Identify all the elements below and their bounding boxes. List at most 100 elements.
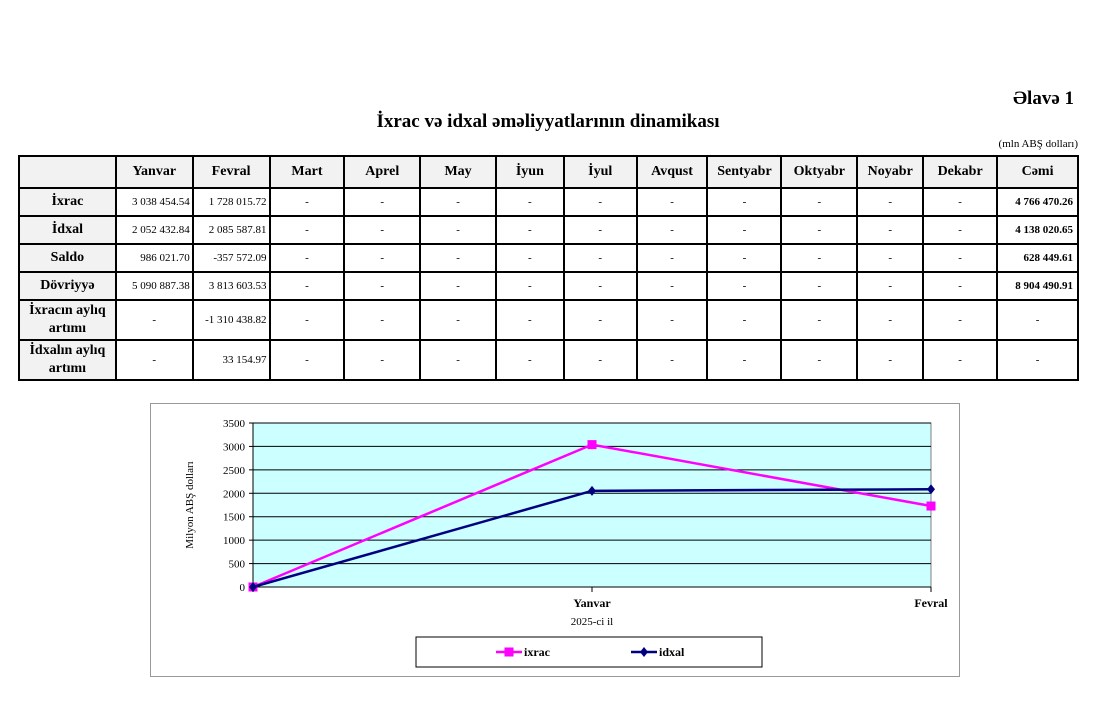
table-cell: 5 090 887.38 — [114, 271, 194, 301]
x-axis-title: 2025-ci il — [571, 616, 613, 628]
table-cell: - — [922, 215, 999, 245]
table-cell: - — [494, 271, 565, 301]
table-cell: 2 052 432.84 — [114, 215, 194, 245]
table-row: İdxalın aylıq artımı -33 154.97- - - - - - - - - -… — [18, 339, 1079, 381]
legend-marker-idxal — [640, 647, 648, 657]
table-cell: - — [922, 299, 999, 341]
table-cell: - — [343, 271, 422, 301]
table-row: İxrac 3 038 454.54 1 728 015.72- - - - - - - - - -4… — [18, 187, 1079, 217]
row-label: İdxal — [18, 215, 117, 245]
column-header: Fevral — [191, 155, 271, 189]
x-tick-label: Yanvar — [573, 596, 611, 610]
table-cell: - — [419, 271, 497, 301]
table-row: İdxal 2 052 432.84 2 085 587.81- - - - - - - - - -4… — [18, 215, 1079, 245]
y-tick-label: 500 — [229, 559, 246, 571]
table-cell: - — [494, 243, 565, 273]
table-cell: - — [635, 339, 709, 381]
table-cell: - — [780, 271, 859, 301]
table-header-row: Yanvar Fevral Mart Aprel May İyun İyul Avqust Se… — [18, 155, 1079, 189]
total-cell: 628 449.61 — [996, 243, 1079, 273]
table-cell: - — [635, 187, 709, 217]
y-tick-label: 0 — [240, 582, 246, 594]
column-header: İyul — [562, 155, 638, 189]
table-cell: - — [562, 271, 638, 301]
table-cell: - — [268, 271, 346, 301]
table-cell: - — [562, 299, 638, 341]
table-cell: - — [856, 339, 925, 381]
table-cell: - — [780, 299, 859, 341]
chart-frame: 0 500 1000 1500 2000 2500 3000 3500 Yanvar Fevral… — [150, 403, 960, 677]
table-cell: - — [419, 339, 497, 381]
table-cell: - — [635, 299, 709, 341]
table-cell: - — [419, 215, 497, 245]
table-cell: - — [494, 299, 565, 341]
table-cell: - — [706, 271, 783, 301]
line-chart: 0 500 1000 1500 2000 2500 3000 3500 Yanvar Fevral… — [184, 418, 948, 668]
table-cell: - — [635, 215, 709, 245]
table-cell: 3 813 603.53 — [191, 271, 271, 301]
data-point-ixrac — [926, 501, 936, 511]
table-cell: - — [706, 299, 783, 341]
legend-label: ixrac — [524, 645, 551, 659]
table-cell: - — [268, 299, 346, 341]
total-cell: 8 904 490.91 — [996, 271, 1079, 301]
table-cell: - — [268, 187, 346, 217]
column-header: İyun — [494, 155, 565, 189]
column-header: Oktyabr — [780, 155, 859, 189]
table-cell: - — [706, 215, 783, 245]
data-point-ixrac — [587, 440, 597, 450]
table-cell: 986 021.70 — [114, 243, 194, 273]
table-cell: - — [922, 271, 999, 301]
table-cell: - — [922, 339, 999, 381]
table-cell: - — [114, 339, 194, 381]
table-row: İxracın aylıq artımı - -1 310 438.82- - - - - -… — [18, 299, 1079, 341]
legend-label: idxal — [659, 645, 685, 659]
total-cell: 4 766 470.26 — [996, 187, 1079, 217]
trade-table: Yanvar Fevral Mart Aprel May İyun İyul Avqust Se… — [18, 155, 1079, 381]
table-cell: - — [706, 339, 783, 381]
table-cell: - — [419, 243, 497, 273]
row-label: Saldo — [18, 243, 117, 273]
table-row: Saldo 986 021.70 -357 572.09- - - - - - - - - -628 … — [18, 243, 1079, 273]
column-header — [18, 155, 117, 189]
column-header: Noyabr — [856, 155, 925, 189]
table-cell: 1 728 015.72 — [191, 187, 271, 217]
page-title: İxrac və idxal əməliyyatlarının dinamika… — [376, 111, 720, 132]
legend-marker-ixrac — [504, 647, 514, 657]
row-label: İdxalın aylıq artımı — [18, 339, 117, 381]
legend — [415, 636, 763, 668]
table-cell: - — [343, 299, 422, 341]
annex-label: Əlavə 1 — [1013, 88, 1074, 109]
table-cell: - — [419, 299, 497, 341]
table-cell: - — [114, 299, 194, 341]
table-cell: 33 154.97 — [191, 339, 271, 381]
column-header: May — [419, 155, 497, 189]
table-cell: - — [922, 187, 999, 217]
table-cell: - — [706, 243, 783, 273]
row-label: İxracın aylıq artımı — [18, 299, 117, 341]
total-cell: - — [996, 339, 1079, 381]
table-cell: - — [494, 187, 565, 217]
table-cell: - — [856, 215, 925, 245]
total-cell: - — [996, 299, 1079, 341]
table-cell: - — [856, 187, 925, 217]
table-cell: - — [780, 339, 859, 381]
row-label: Dövriyyə — [18, 271, 117, 301]
column-header: Sentyabr — [706, 155, 783, 189]
table-cell: -1 310 438.82 — [191, 299, 271, 341]
y-tick-label: 2500 — [223, 465, 246, 477]
table-cell: - — [562, 243, 638, 273]
column-header: Aprel — [343, 155, 422, 189]
table-cell: - — [343, 187, 422, 217]
table-cell: - — [562, 215, 638, 245]
table-cell: - — [780, 215, 859, 245]
y-tick-label: 1000 — [223, 535, 246, 547]
table-cell: - — [268, 339, 346, 381]
y-tick-label: 1500 — [223, 512, 246, 524]
table-cell: - — [856, 299, 925, 341]
plot-area — [252, 422, 932, 588]
table-cell: - — [268, 243, 346, 273]
table-row: Dövriyyə 5 090 887.38 3 813 603.53- - - - - - - -… — [18, 271, 1079, 301]
total-cell: 4 138 020.65 — [996, 215, 1079, 245]
